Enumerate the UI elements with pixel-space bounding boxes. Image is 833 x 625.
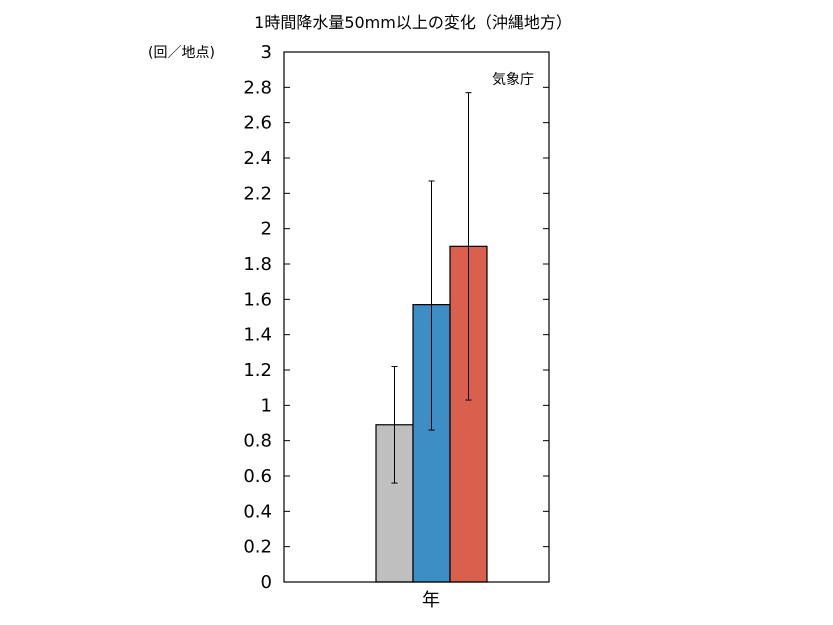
y-tick-label: 0.8 (243, 431, 272, 452)
chart-title: 1時間降水量50mm以上の変化（沖縄地方） (254, 13, 572, 32)
y-tick-label: 2.6 (243, 113, 272, 134)
y-tick-label: 0.2 (243, 537, 272, 558)
error-bars-layer (391, 92, 472, 484)
y-tick-label: 0.4 (243, 501, 272, 522)
y-tick-label: 2.8 (243, 77, 272, 98)
y-ticks-layer: 0 0.2 0.4 0.6 0.8 1 1.2 1.4 1.6 1.8 2 2.2 2.4 2.6 2.8 3 (243, 42, 549, 593)
y-axis-unit-label: (回／地点) (148, 45, 215, 61)
y-tick-label: 1.6 (243, 289, 272, 310)
x-axis-label: 年 (422, 590, 440, 611)
y-tick-label: 0.6 (243, 466, 272, 487)
y-tick-label: 2.2 (243, 183, 272, 204)
y-tick-label: 1.2 (243, 360, 272, 381)
y-tick-label: 1.4 (243, 325, 272, 346)
y-tick-label: 0 (261, 572, 272, 593)
source-label: 気象庁 (492, 72, 534, 88)
y-tick-label: 2 (261, 219, 272, 240)
y-tick-label: 3 (261, 42, 272, 63)
y-tick-label: 1.8 (243, 254, 272, 275)
y-tick-label: 1 (261, 395, 272, 416)
plot-frame (283, 51, 550, 583)
y-tick-label: 2.4 (243, 148, 272, 169)
